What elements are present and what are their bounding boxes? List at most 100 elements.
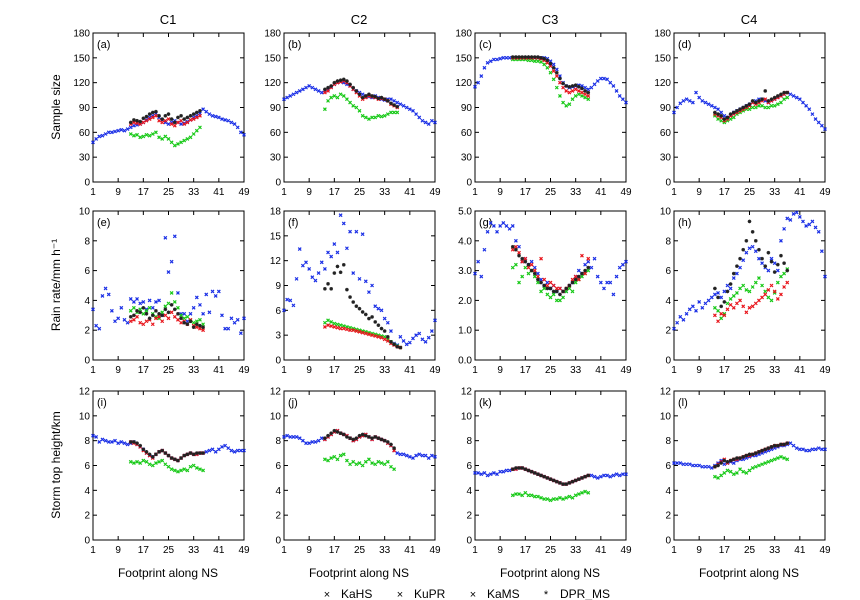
marker-stroke [157, 114, 161, 118]
marker-stroke [816, 120, 821, 125]
data-point [750, 244, 755, 249]
data-point [769, 298, 774, 303]
marker-stroke [532, 274, 537, 279]
marker-stroke [561, 100, 566, 105]
marker-stroke [154, 452, 158, 457]
data-point [548, 61, 553, 66]
data-point [176, 115, 180, 120]
data-point [329, 84, 333, 88]
data-point [602, 76, 606, 81]
data-point [407, 107, 412, 112]
marker-stroke [520, 55, 524, 59]
marker-stroke [360, 432, 365, 437]
marker-stroke [775, 296, 780, 301]
data-point [548, 286, 553, 291]
marker-stroke [169, 140, 174, 145]
x-tick-label: 1 [281, 187, 287, 198]
marker-stroke [288, 435, 293, 439]
panel-frame [283, 390, 436, 541]
marker-stroke [97, 439, 102, 444]
marker-stroke [716, 107, 720, 112]
marker-stroke [360, 95, 365, 100]
marker-stroke [747, 246, 752, 251]
data-point [128, 319, 133, 324]
marker-stroke [185, 322, 190, 326]
marker-stroke [788, 92, 793, 97]
marker-stroke [370, 315, 374, 319]
marker-stroke [580, 274, 584, 279]
data-point [392, 110, 397, 115]
marker-stroke [401, 452, 406, 457]
marker-stroke [753, 301, 758, 306]
data-point [109, 130, 114, 135]
data-point [583, 92, 588, 97]
marker-stroke [188, 311, 193, 316]
data-point [611, 473, 616, 478]
panel-label: (g) [479, 217, 492, 229]
marker-stroke [338, 213, 343, 218]
marker-stroke [504, 223, 509, 228]
data-point [376, 113, 381, 118]
marker-stroke [348, 100, 352, 105]
data-point [363, 312, 368, 317]
y-tick-label: 30 [270, 153, 282, 164]
data-point [144, 459, 149, 464]
marker-stroke [341, 452, 346, 457]
series-dpr-ms [510, 55, 591, 95]
marker-stroke [687, 98, 692, 103]
marker-stroke [551, 66, 556, 70]
marker-stroke [564, 84, 568, 88]
marker-stroke [741, 304, 746, 309]
marker-stroke [144, 114, 149, 119]
data-point [507, 55, 512, 60]
data-point [379, 326, 384, 331]
y-tick-label: 18 [270, 207, 282, 218]
marker-stroke [166, 117, 171, 122]
data-point [367, 316, 371, 321]
data-point [395, 451, 400, 456]
marker-stroke [782, 271, 787, 276]
marker-stroke [700, 305, 705, 310]
x-tick-label: 9 [115, 365, 121, 376]
marker-stroke [697, 95, 702, 100]
marker-stroke [788, 218, 793, 222]
marker-stroke [329, 456, 334, 460]
marker-stroke [138, 320, 143, 325]
marker-stroke [395, 100, 400, 105]
marker-stroke [586, 490, 591, 495]
marker-stroke [757, 256, 761, 261]
data-point [398, 102, 403, 107]
data-point [420, 337, 425, 342]
marker-stroke [135, 309, 139, 313]
marker-stroke [207, 112, 212, 117]
data-point [150, 322, 155, 327]
marker-stroke [291, 303, 296, 308]
marker-stroke [769, 283, 774, 288]
x-tick-label: 49 [429, 545, 441, 556]
data-point [144, 312, 149, 316]
y-tick-label: 9 [275, 281, 281, 292]
marker-stroke [542, 62, 547, 67]
data-point [513, 244, 518, 249]
marker-stroke [163, 235, 168, 240]
data-point [367, 332, 371, 337]
data-point [357, 433, 362, 438]
marker-stroke [235, 125, 240, 130]
data-point [766, 99, 771, 103]
marker-stroke [763, 264, 767, 268]
data-point [766, 105, 771, 110]
marker-stroke [122, 317, 127, 322]
marker-stroke [520, 493, 525, 498]
data-point [163, 451, 168, 455]
marker-stroke [514, 55, 518, 59]
data-point [135, 441, 139, 445]
data-point [772, 270, 777, 274]
data-point [172, 457, 177, 462]
data-point [558, 286, 562, 291]
data-point [545, 283, 550, 288]
data-point [775, 296, 780, 301]
marker-stroke [354, 304, 359, 308]
data-point [577, 274, 581, 279]
data-point [495, 472, 499, 477]
marker-stroke [157, 312, 161, 316]
